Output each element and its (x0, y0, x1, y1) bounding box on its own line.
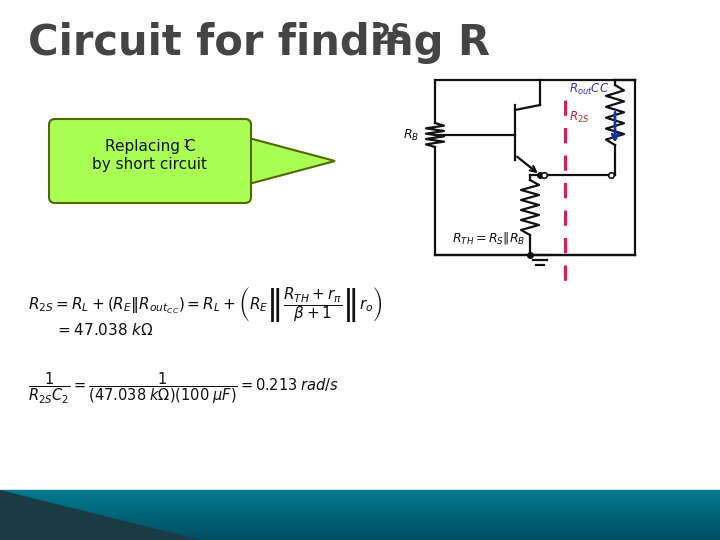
Text: $R_{2S} = R_L + \left(R_E\left\|R_{out_{CC}}\right.\right)= R_L + \left( R_E\lef: $R_{2S} = R_L + \left(R_E\left\|R_{out_{… (28, 285, 382, 324)
Text: Replacing C: Replacing C (104, 139, 195, 154)
Text: 1: 1 (183, 139, 190, 149)
Polygon shape (0, 490, 200, 540)
FancyBboxPatch shape (49, 119, 251, 203)
Text: Circuit for finding R: Circuit for finding R (28, 22, 490, 64)
Text: by short circuit: by short circuit (92, 157, 207, 172)
Text: $R_{out}CC$: $R_{out}CC$ (569, 82, 609, 97)
Text: $\dfrac{1}{R_{2S}C_2} = \dfrac{1}{(47.038\;k\Omega)(100\;\mu F)} = 0.213\;rad/s$: $\dfrac{1}{R_{2S}C_2} = \dfrac{1}{(47.03… (28, 370, 339, 406)
Polygon shape (245, 137, 335, 185)
Text: 2S: 2S (372, 22, 411, 50)
Text: $R_{TH} = R_S \| R_B$: $R_{TH} = R_S \| R_B$ (451, 230, 525, 246)
Text: $R_{2S}$: $R_{2S}$ (569, 110, 590, 125)
Text: $= 47.038\;k\Omega$: $= 47.038\;k\Omega$ (55, 322, 153, 338)
Text: $R_B$: $R_B$ (403, 127, 419, 143)
